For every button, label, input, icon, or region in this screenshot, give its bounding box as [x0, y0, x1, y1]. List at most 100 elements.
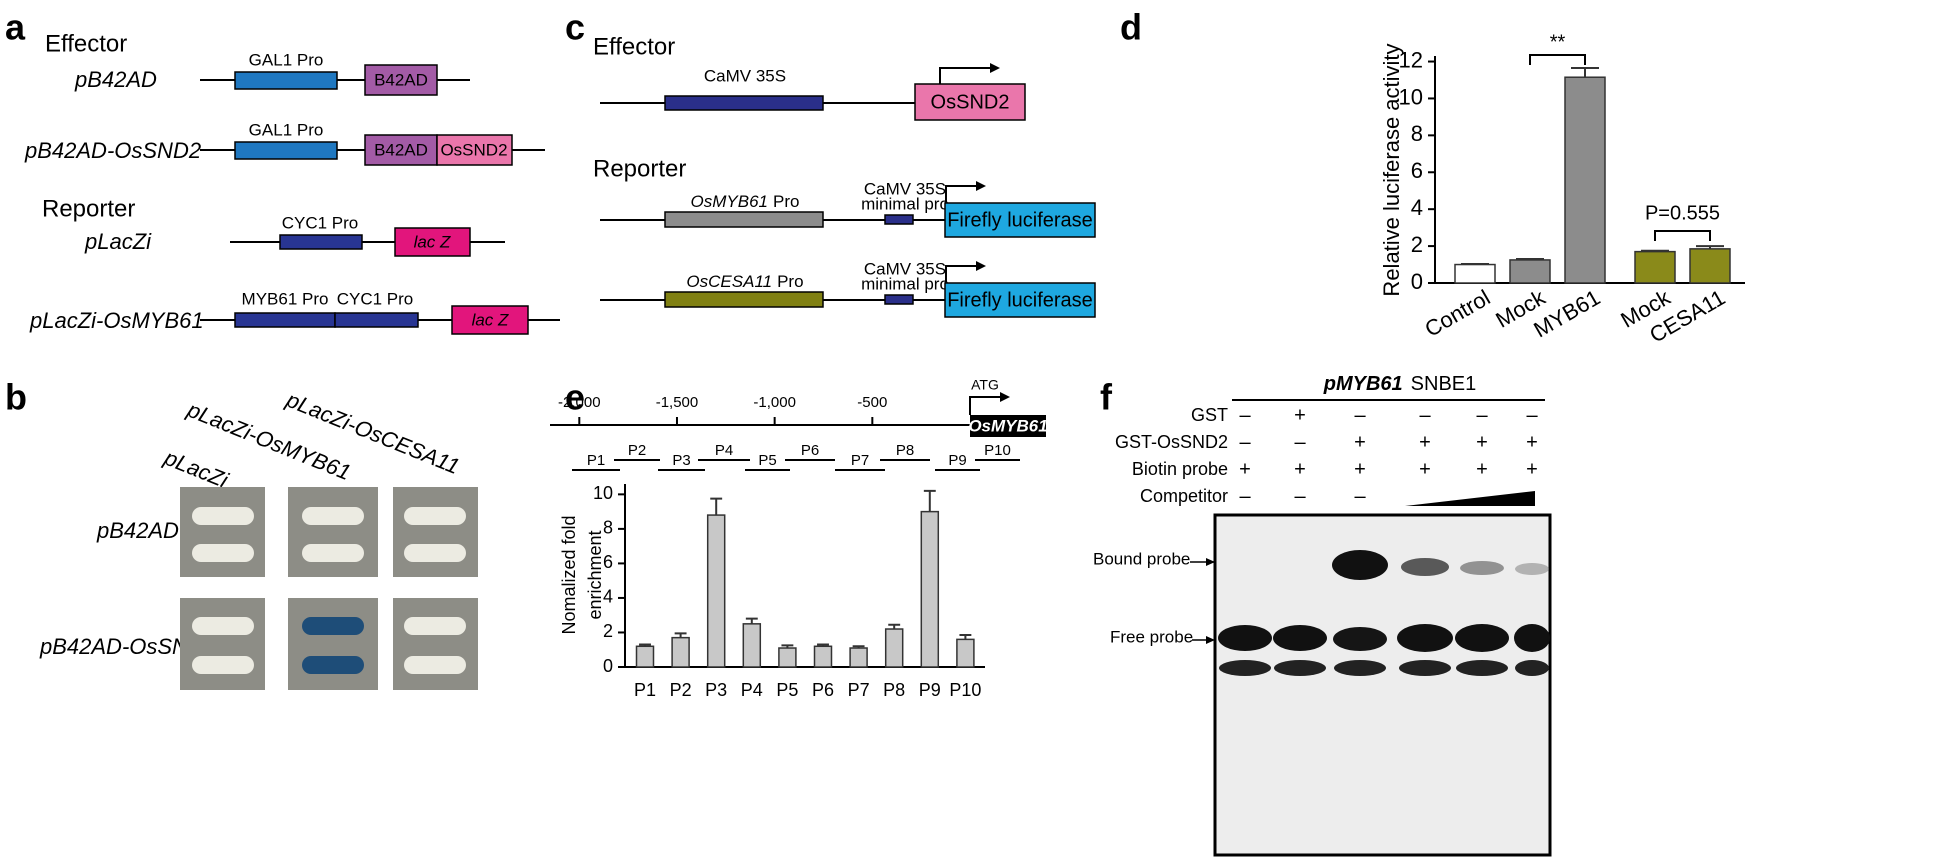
primer-label: P7 [851, 452, 869, 469]
promoter-box [234, 312, 336, 328]
tss-arrow [939, 67, 998, 84]
lane-sign: – [1239, 431, 1251, 453]
colony [302, 507, 364, 525]
lane-sign: + [1294, 404, 1306, 426]
x-tick-label: P1 [634, 680, 656, 700]
gene-box [436, 134, 513, 166]
panel-label: f [1100, 377, 1113, 418]
lane-sign: + [1526, 431, 1538, 453]
y-axis-label: Nomalized fold [559, 515, 579, 634]
construct-name: pLacZi [84, 229, 152, 254]
gene-box [914, 83, 1026, 121]
part-label: minimal pro [861, 274, 949, 293]
colony-blue [302, 656, 364, 674]
lane-sign: – [1419, 404, 1431, 426]
bar [1509, 259, 1551, 284]
plate [393, 598, 478, 690]
lane-sign: + [1294, 458, 1306, 480]
promoter-box [234, 141, 338, 160]
promoter-box [664, 211, 824, 228]
y-tick-label: 8 [1411, 121, 1423, 146]
lane-sign: + [1476, 431, 1488, 453]
error-bar [1571, 66, 1599, 78]
y-tick-label: 6 [1411, 158, 1423, 183]
primer-label: P8 [896, 442, 914, 459]
lane-sign: – [1294, 485, 1306, 507]
band [1218, 625, 1272, 651]
band [1273, 625, 1327, 651]
x-tick-label: P2 [670, 680, 692, 700]
annotation: P=0.555 [1645, 202, 1720, 224]
map-tick-label: -1,500 [656, 394, 699, 411]
bar [884, 628, 904, 668]
gene-name: OsMYB61 [968, 416, 1047, 435]
error-bar [674, 632, 687, 638]
gene-name: pMYB61 [1323, 373, 1403, 395]
minimal-promoter-box [884, 214, 914, 225]
bar [920, 510, 940, 668]
bar [742, 623, 762, 668]
colony [192, 617, 254, 635]
minimal-promoter-box [884, 294, 914, 305]
arrow-head [976, 181, 986, 191]
panel-label: c [565, 7, 585, 48]
lane-sign: + [1354, 431, 1366, 453]
lane-sign: + [1239, 458, 1251, 480]
band [1460, 561, 1504, 575]
error-bar [710, 497, 723, 516]
y-axis-label: enrichment [585, 530, 605, 619]
row-label: pB42AD [96, 518, 179, 543]
error-bar [852, 645, 865, 649]
competitor-wedge [1405, 491, 1535, 506]
heading: Reporter [42, 195, 135, 222]
band [1397, 624, 1453, 652]
arrow-head [1206, 558, 1215, 566]
lane-sign: + [1419, 431, 1431, 453]
colony [404, 507, 466, 525]
part-label: B42AD [374, 70, 428, 89]
part-label: CYC1 Pro [337, 289, 414, 308]
x-tick-label: P6 [812, 680, 834, 700]
bar [1634, 250, 1676, 284]
construct-name: pB42AD [74, 67, 157, 92]
y-tick-label: 8 [603, 518, 613, 538]
x-tick-label: P7 [848, 680, 870, 700]
x-tick-label: P3 [705, 680, 727, 700]
lane-sign: – [1239, 404, 1251, 426]
lane-sign: + [1476, 458, 1488, 480]
lane-sign: – [1294, 431, 1306, 453]
error-bar [1641, 249, 1669, 252]
x-tick-label: P4 [741, 680, 763, 700]
part-label: GAL1 Pro [249, 50, 324, 69]
tss-arrow [945, 265, 983, 283]
band-label: Free probe [1110, 627, 1193, 646]
y-tick-label: 2 [603, 621, 613, 641]
bar [1564, 76, 1606, 284]
plate [288, 598, 378, 690]
y-tick-label: 0 [1411, 269, 1423, 294]
y-tick-label: 12 [1399, 47, 1423, 72]
primer-label: P5 [758, 452, 776, 469]
error-bar [817, 643, 829, 647]
primer-label: P10 [984, 442, 1011, 459]
part-label: CaMV 35S [864, 259, 946, 278]
promoter-box [664, 95, 824, 111]
part-label: B42AD [374, 140, 428, 159]
primer-label: P2 [628, 442, 646, 459]
bar [635, 645, 655, 668]
x-tick-label: P5 [776, 680, 798, 700]
arrow-head [990, 63, 1000, 73]
arrow-head [976, 261, 986, 271]
band [1332, 550, 1388, 580]
plate [180, 598, 265, 690]
panel-label: e [565, 377, 585, 418]
colony [404, 656, 466, 674]
gene-name: OsMYB61 [691, 192, 768, 211]
band [1401, 558, 1449, 576]
band [1334, 660, 1386, 676]
part-label: CaMV 35S [704, 66, 786, 85]
annotation: ** [1550, 31, 1566, 53]
error-bar [959, 634, 972, 640]
colony [192, 544, 254, 562]
row-label: Biotin probe [1132, 459, 1228, 479]
